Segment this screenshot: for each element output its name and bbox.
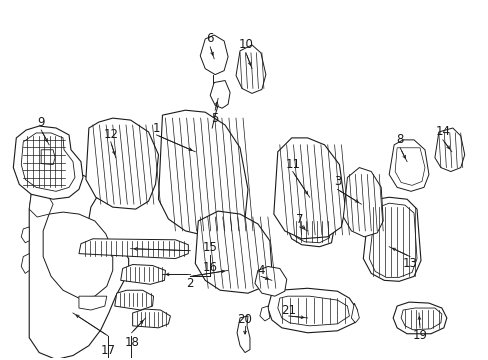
Text: 3: 3	[333, 175, 341, 188]
Text: 17: 17	[100, 344, 115, 357]
Polygon shape	[273, 138, 345, 239]
Polygon shape	[277, 296, 349, 326]
Polygon shape	[121, 265, 165, 284]
Polygon shape	[434, 128, 464, 171]
Polygon shape	[132, 309, 170, 328]
Text: 5: 5	[211, 112, 219, 125]
Polygon shape	[79, 239, 188, 258]
Polygon shape	[210, 81, 230, 108]
Polygon shape	[237, 316, 249, 352]
Text: 21: 21	[281, 303, 296, 316]
Polygon shape	[388, 140, 428, 191]
Polygon shape	[43, 212, 113, 298]
Text: 2: 2	[186, 277, 194, 290]
Polygon shape	[115, 290, 153, 310]
Polygon shape	[21, 254, 29, 273]
Text: 13: 13	[402, 257, 417, 270]
Polygon shape	[292, 219, 329, 243]
Polygon shape	[29, 171, 128, 360]
Polygon shape	[394, 148, 424, 185]
Text: 6: 6	[206, 32, 214, 45]
Polygon shape	[79, 296, 106, 310]
Text: 8: 8	[396, 133, 403, 147]
Polygon shape	[29, 194, 53, 217]
Text: 14: 14	[434, 126, 449, 139]
Polygon shape	[287, 214, 333, 247]
Text: 16: 16	[203, 261, 217, 274]
Polygon shape	[267, 288, 357, 333]
Polygon shape	[86, 118, 158, 209]
Polygon shape	[200, 35, 227, 75]
Polygon shape	[236, 45, 265, 93]
Text: 9: 9	[38, 116, 45, 129]
Polygon shape	[392, 302, 446, 334]
Polygon shape	[254, 266, 286, 296]
Text: 4: 4	[257, 264, 264, 277]
Polygon shape	[351, 303, 359, 323]
Polygon shape	[363, 197, 420, 281]
Text: 12: 12	[103, 129, 118, 141]
Text: 18: 18	[124, 336, 139, 349]
Text: 10: 10	[238, 39, 253, 51]
Polygon shape	[400, 308, 441, 330]
Text: 11: 11	[285, 158, 300, 171]
Polygon shape	[158, 110, 247, 237]
Polygon shape	[368, 203, 416, 277]
Polygon shape	[13, 126, 83, 199]
Polygon shape	[260, 306, 269, 321]
Text: 1: 1	[152, 122, 160, 135]
Polygon shape	[21, 133, 75, 191]
Text: 7: 7	[295, 212, 303, 225]
Polygon shape	[21, 227, 29, 243]
Polygon shape	[195, 211, 271, 293]
Text: 20: 20	[237, 314, 252, 327]
Polygon shape	[41, 150, 55, 165]
Polygon shape	[343, 167, 383, 237]
Text: 15: 15	[203, 241, 217, 254]
Text: 19: 19	[412, 329, 427, 342]
